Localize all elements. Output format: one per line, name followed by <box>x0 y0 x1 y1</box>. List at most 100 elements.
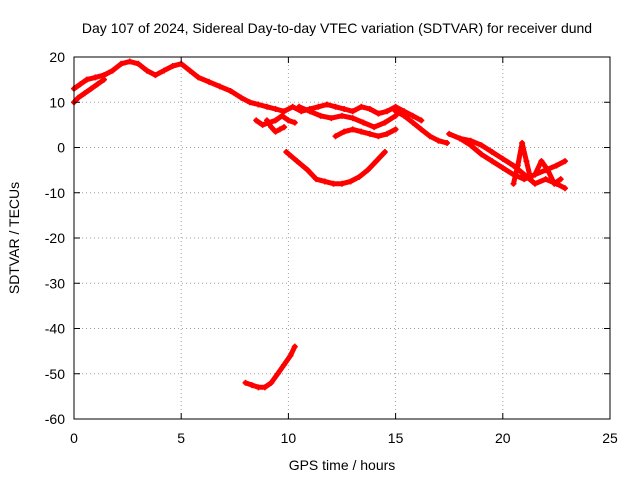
data-point <box>544 167 551 174</box>
data-point <box>384 130 391 137</box>
data-point <box>306 108 313 115</box>
data-point <box>489 149 496 156</box>
data-point <box>227 87 234 94</box>
data-point <box>88 85 95 92</box>
data-point <box>339 180 345 187</box>
data-point <box>332 103 339 110</box>
data-point <box>531 171 538 178</box>
data-point <box>499 155 506 162</box>
data-point <box>94 81 101 88</box>
y-tick-label: -60 <box>45 411 65 427</box>
data-point <box>371 124 378 131</box>
data-point <box>356 173 363 180</box>
data-point <box>519 139 526 146</box>
x-axis-label: GPS time / hours <box>289 457 396 473</box>
data-point <box>291 119 298 126</box>
data-point <box>195 74 202 81</box>
data-point <box>296 103 303 110</box>
data-point <box>409 112 416 119</box>
data-point <box>360 119 367 126</box>
data-point <box>246 99 253 106</box>
x-tick-label: 15 <box>388 430 404 446</box>
data-point <box>347 178 354 185</box>
data-point <box>272 106 279 113</box>
grid <box>74 57 610 419</box>
data-point <box>315 103 322 110</box>
data-point <box>317 112 324 119</box>
data-point <box>349 115 356 122</box>
data-point <box>349 108 356 115</box>
data-point <box>75 94 82 101</box>
data-point <box>92 74 99 81</box>
y-tick-label: -20 <box>45 230 65 246</box>
data-point <box>281 108 288 115</box>
data-point <box>101 76 108 83</box>
data-point <box>341 106 348 113</box>
data-point <box>478 142 485 149</box>
data-point <box>489 158 496 165</box>
data-point <box>401 112 408 119</box>
data-point <box>261 384 268 391</box>
data-point <box>283 149 290 156</box>
data-point <box>375 110 382 117</box>
data-point <box>281 361 288 368</box>
data-point <box>255 384 262 391</box>
data-point <box>135 60 142 67</box>
data-point <box>418 117 425 124</box>
data-point <box>83 76 90 83</box>
data-point <box>521 176 528 183</box>
y-tick-label: 20 <box>49 49 65 65</box>
data-point <box>531 180 538 187</box>
data-point <box>289 103 296 110</box>
data-point <box>126 58 133 65</box>
data-point <box>276 126 283 133</box>
data-point <box>274 370 281 377</box>
data-point <box>321 178 328 185</box>
data-point <box>278 112 285 119</box>
data-point <box>216 83 223 90</box>
data-point <box>418 126 425 133</box>
data-point <box>161 67 168 74</box>
data-point <box>381 119 388 126</box>
data-point <box>542 176 549 183</box>
series-track-h <box>283 149 388 187</box>
data-point <box>551 180 558 187</box>
data-point <box>186 67 193 74</box>
data-point <box>285 117 292 124</box>
data-point <box>143 67 150 74</box>
data-point <box>328 115 335 122</box>
x-tick-label: 25 <box>602 430 618 446</box>
data-point <box>291 343 298 350</box>
data-point <box>373 158 380 165</box>
data-point <box>444 139 451 146</box>
data-point <box>510 180 517 187</box>
data-point <box>263 117 270 124</box>
y-tick-label: -30 <box>45 275 65 291</box>
data-point <box>332 133 339 140</box>
x-tick-label: 5 <box>177 430 185 446</box>
data-point <box>206 78 213 85</box>
x-tick-label: 10 <box>281 430 297 446</box>
data-point <box>272 128 279 135</box>
data-point <box>381 149 388 156</box>
data-point <box>323 101 330 108</box>
y-tick-label: -10 <box>45 185 65 201</box>
data-point <box>435 137 442 144</box>
y-tick-label: 0 <box>57 140 65 156</box>
data-point <box>253 117 260 124</box>
data-point <box>561 185 568 192</box>
data-point <box>349 126 356 133</box>
data-point <box>169 63 176 70</box>
data-point <box>259 121 266 128</box>
data-point <box>272 117 279 124</box>
data-point <box>523 158 530 165</box>
data-point <box>304 167 311 174</box>
data-point <box>268 379 275 386</box>
data-point <box>553 162 560 169</box>
chart-title: Day 107 of 2024, Sidereal Day-to-day VTE… <box>82 20 592 36</box>
y-tick-label: 10 <box>49 94 65 110</box>
data-point <box>77 81 84 88</box>
data-point <box>538 158 545 165</box>
axis-ticks: 0 5 10 15 20 25 -60 -50 -40 -30 -20 -10 0 10 20 <box>45 49 618 446</box>
